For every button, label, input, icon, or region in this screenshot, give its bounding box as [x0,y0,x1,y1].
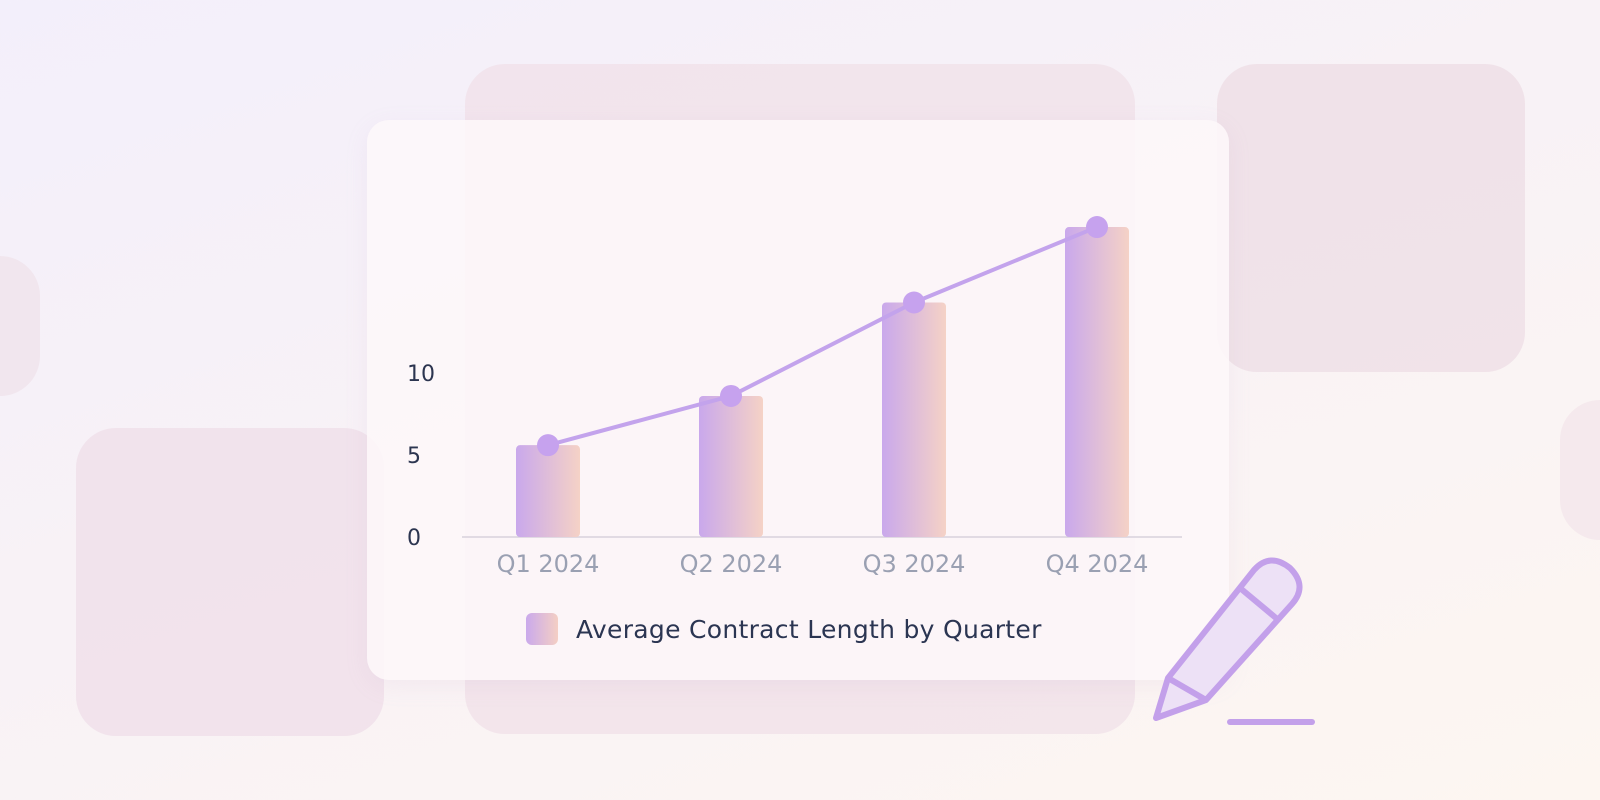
background-shape [76,428,384,736]
y-tick-label: 0 [407,526,421,551]
bar [1065,227,1129,537]
y-tick-label: 5 [407,444,421,469]
background-shape [1560,400,1600,540]
background-shape [1217,64,1525,372]
x-tick-label: Q3 2024 [863,550,966,578]
bar [699,395,763,537]
x-tick-label: Q1 2024 [497,550,600,578]
bar-chart: 0 5 10 Q1 2024 Q2 2024 Q3 2024 Q4 2024 [407,216,1182,578]
background-shape [0,256,40,396]
x-tick-label: Q4 2024 [1046,550,1149,578]
data-point [903,291,925,314]
bar [882,302,946,537]
pencil-icon [1153,557,1315,725]
bar [516,445,580,537]
trend-line [547,225,1098,448]
data-point [720,384,742,407]
legend-swatch [526,613,558,645]
data-point [1086,216,1108,239]
y-tick-label: 10 [407,362,435,387]
data-point [537,434,559,457]
legend-label: Average Contract Length by Quarter [576,614,1042,644]
x-tick-label: Q2 2024 [680,550,783,578]
legend: Average Contract Length by Quarter [526,613,1042,645]
chart-card: 0 5 10 Q1 2024 Q2 2024 Q3 2024 Q4 2024 Averag… [367,120,1229,680]
